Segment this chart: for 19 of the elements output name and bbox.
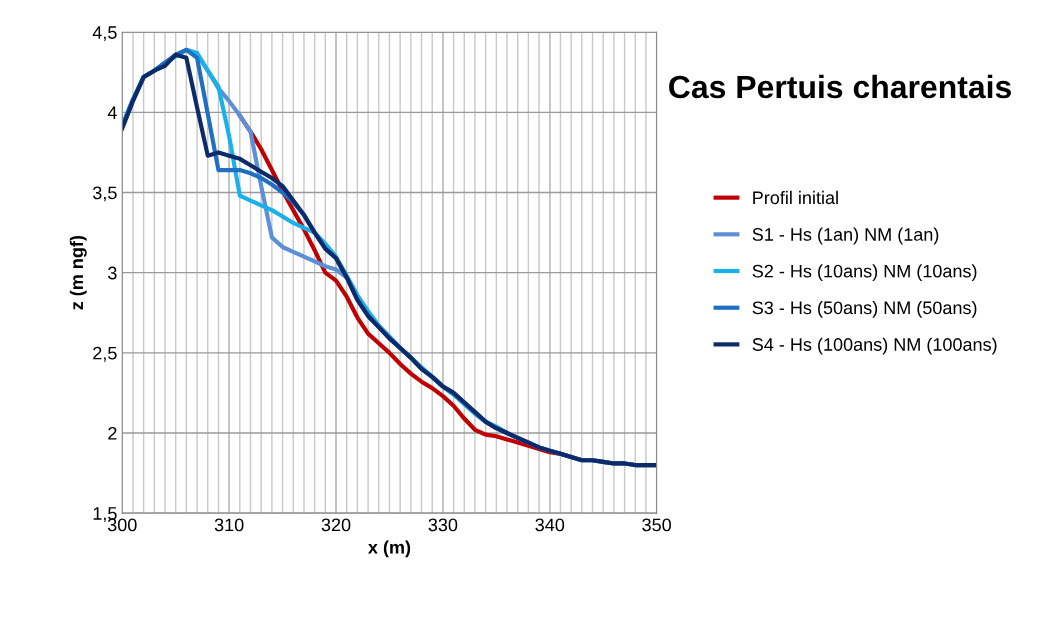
- x-tick-label: 340: [535, 518, 565, 532]
- x-tick-label: 350: [642, 518, 671, 532]
- y-tick-label: 2: [108, 426, 117, 440]
- text: Cas Pertuis charentais: [669, 74, 1011, 99]
- y-axis-title: z (m ngf): [69, 235, 87, 310]
- y-tick-label: 4: [107, 106, 117, 119]
- x-tick-label: 320: [321, 518, 351, 532]
- legend-label: S1 - Hs (1an) NM (1an): [752, 227, 939, 245]
- legend-label: S2 - Hs (10ans) NM (10ans): [752, 264, 977, 282]
- legend-label: S4 - Hs (100ans) NM (100ans): [752, 337, 997, 355]
- y-tick-label: 3,5: [92, 186, 117, 202]
- x-axis-title: x (m): [368, 540, 411, 558]
- legend-label: S3 - Hs (50ans) NM (50ans): [752, 300, 977, 318]
- y-tick-label: 3: [108, 266, 117, 280]
- y-tick-label: 2,5: [93, 346, 117, 362]
- y-tick-label: 4,5: [92, 26, 117, 42]
- x-tick-label: 330: [428, 518, 458, 532]
- legend-label: Profil initial: [753, 190, 838, 205]
- x-tick-label: 310: [214, 518, 244, 532]
